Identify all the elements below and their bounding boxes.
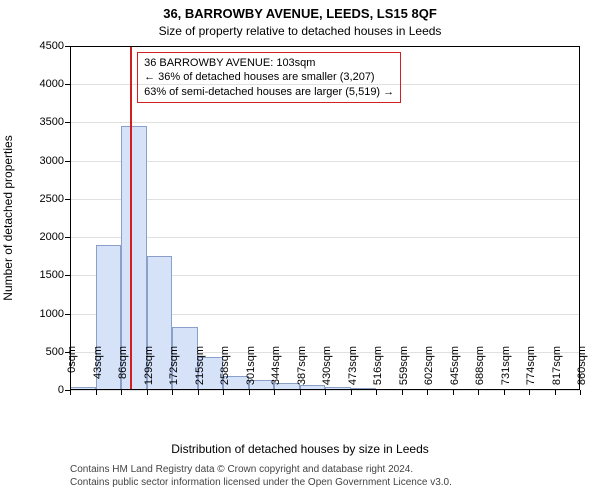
y-tick-label: 1000 [40, 308, 70, 320]
annotation-line-1: 36 BARROWBY AVENUE: 103sqm [144, 56, 394, 70]
footer: Contains HM Land Registry data © Crown c… [70, 464, 452, 489]
chart-container: { "title": "36, BARROWBY AVENUE, LEEDS, … [0, 0, 600, 500]
chart-title: 36, BARROWBY AVENUE, LEEDS, LS15 8QF [0, 6, 600, 21]
y-tick-label: 2000 [40, 231, 70, 243]
y-tick-label: 3000 [40, 155, 70, 167]
annotation-line-2: ← 36% of detached houses are smaller (3,… [144, 70, 394, 84]
y-tick-label: 1500 [40, 269, 70, 281]
y-tick-label: 2500 [40, 193, 70, 205]
footer-line-2: Contains public sector information licen… [70, 477, 452, 490]
footer-line-1: Contains HM Land Registry data © Crown c… [70, 464, 452, 477]
chart-subtitle: Size of property relative to detached ho… [0, 24, 600, 38]
x-axis-label: Distribution of detached houses by size … [0, 442, 600, 456]
annotation-box: 36 BARROWBY AVENUE: 103sqm ← 36% of deta… [137, 52, 401, 103]
y-tick-label: 3500 [40, 116, 70, 128]
annotation-line-3: 63% of semi-detached houses are larger (… [144, 85, 394, 99]
y-tick-label: 4500 [40, 40, 70, 52]
y-axis-label: Number of detached properties [1, 135, 15, 300]
y-tick-label: 4000 [40, 78, 70, 90]
